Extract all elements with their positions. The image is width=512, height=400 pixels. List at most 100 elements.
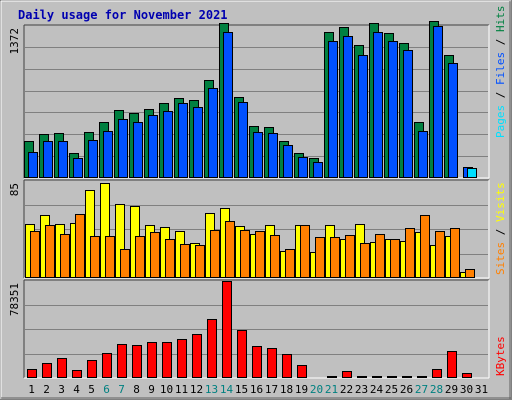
x-tick-label: 13 bbox=[205, 383, 218, 396]
bar-files-9 bbox=[148, 115, 158, 178]
x-tick-label: 17 bbox=[265, 383, 278, 396]
panel-kbytes: 78351 bbox=[8, 279, 490, 379]
bar-files-19 bbox=[298, 157, 308, 178]
x-tick-label: 5 bbox=[88, 383, 95, 396]
legend-visits-sites: Sites / Visits bbox=[494, 182, 507, 275]
x-tick-label: 27 bbox=[415, 383, 428, 396]
panel-visits-sites: 85 bbox=[8, 179, 490, 279]
bar-files-6 bbox=[103, 131, 113, 178]
x-tick-label: 23 bbox=[355, 383, 368, 396]
legend-item-kbytes: KBytes bbox=[494, 336, 507, 376]
bar-kbytes-2 bbox=[42, 363, 52, 378]
bar-sites-9 bbox=[150, 232, 160, 278]
bar-sites-26 bbox=[405, 228, 415, 278]
y-max-label: 78351 bbox=[8, 283, 21, 316]
bar-kbytes-5 bbox=[87, 360, 97, 378]
bar-kbytes-13 bbox=[207, 319, 217, 378]
bar-sites-6 bbox=[105, 236, 115, 278]
legend-separator: / bbox=[494, 85, 507, 105]
bar-sites-22 bbox=[345, 235, 355, 278]
x-tick-label: 20 bbox=[310, 383, 323, 396]
x-tick-label: 30 bbox=[460, 383, 473, 396]
x-tick-label: 7 bbox=[118, 383, 125, 396]
bar-sites-19 bbox=[300, 225, 310, 278]
panels: 1372 85 78351 bbox=[8, 21, 490, 379]
legend-separator: / bbox=[494, 32, 507, 52]
bar-kbytes-21 bbox=[327, 376, 337, 378]
x-tick-label: 18 bbox=[280, 383, 293, 396]
bar-sites-2 bbox=[45, 225, 55, 278]
bar-sites-21 bbox=[330, 237, 340, 278]
bar-files-11 bbox=[178, 103, 188, 178]
bar-sites-20 bbox=[315, 237, 325, 278]
bar-files-2 bbox=[43, 141, 53, 178]
x-tick-label: 4 bbox=[73, 383, 80, 396]
bar-files-13 bbox=[208, 88, 218, 178]
bar-kbytes-22 bbox=[342, 371, 352, 378]
bar-kbytes-6 bbox=[102, 353, 112, 378]
bar-files-21 bbox=[328, 41, 338, 178]
x-axis-labels: 1 2 3 4 5 6 7 8 9 10 11 12 13 14 15 16 17 18 19 20 21 22 23 24 2… bbox=[28, 383, 488, 396]
legend-hits-files-pages: Pages / Files / Hits bbox=[494, 6, 507, 139]
legend-item-files: Files bbox=[494, 52, 507, 85]
bar-files-16 bbox=[253, 132, 263, 178]
bar-sites-30 bbox=[465, 269, 475, 278]
bar-sites-17 bbox=[270, 235, 280, 278]
x-tick-label: 11 bbox=[175, 383, 188, 396]
bar-kbytes-11 bbox=[177, 339, 187, 378]
x-tick-label: 29 bbox=[445, 383, 458, 396]
bar-sites-7 bbox=[120, 249, 130, 278]
bar-kbytes-9 bbox=[147, 342, 157, 378]
bar-files-27 bbox=[418, 131, 428, 178]
x-tick-label: 8 bbox=[133, 383, 140, 396]
bar-files-4 bbox=[73, 158, 83, 178]
bar-files-5 bbox=[88, 140, 98, 178]
bar-sites-16 bbox=[255, 231, 265, 278]
x-tick-label: 10 bbox=[160, 383, 173, 396]
bar-kbytes-12 bbox=[192, 334, 202, 378]
bar-sites-1 bbox=[30, 231, 40, 278]
legend-item-sites: Sites bbox=[494, 242, 507, 275]
bar-sites-25 bbox=[390, 239, 400, 278]
bar-files-8 bbox=[133, 122, 143, 178]
chart-title: Daily usage for November 2021 bbox=[18, 8, 228, 22]
bar-kbytes-29 bbox=[447, 351, 457, 378]
bar-files-17 bbox=[268, 133, 278, 178]
bar-files-23 bbox=[358, 55, 368, 178]
bar-kbytes-15 bbox=[237, 330, 247, 378]
x-tick-label: 28 bbox=[430, 383, 443, 396]
bar-files-7 bbox=[118, 119, 128, 178]
bar-files-29 bbox=[448, 63, 458, 178]
bar-files-10 bbox=[163, 111, 173, 178]
bar-files-22 bbox=[343, 36, 353, 178]
x-tick-label: 21 bbox=[325, 383, 338, 396]
y-max-label: 1372 bbox=[8, 28, 21, 55]
bar-kbytes-18 bbox=[282, 354, 292, 378]
x-tick-label: 31 bbox=[475, 383, 488, 396]
bar-kbytes-28 bbox=[432, 369, 442, 378]
bar-files-28 bbox=[433, 26, 443, 178]
bar-sites-5 bbox=[90, 236, 100, 278]
bar-sites-14 bbox=[225, 221, 235, 278]
bar-kbytes-26 bbox=[402, 376, 412, 378]
bar-sites-3 bbox=[60, 234, 70, 278]
panel-hits-files-pages: 1372 bbox=[8, 21, 490, 179]
x-tick-label: 9 bbox=[148, 383, 155, 396]
bar-kbytes-25 bbox=[387, 376, 397, 378]
bar-pages-30 bbox=[467, 168, 477, 178]
x-tick-label: 16 bbox=[250, 383, 263, 396]
legend-labels: Pages / Files / Hits Sites / Visits KBytes bbox=[494, 6, 507, 377]
legend-item-visits: Visits bbox=[494, 182, 507, 222]
x-tick-label: 6 bbox=[103, 383, 110, 396]
bar-sites-24 bbox=[375, 234, 385, 278]
bar-files-26 bbox=[403, 50, 413, 178]
bar-kbytes-27 bbox=[417, 376, 427, 378]
bar-files-3 bbox=[58, 141, 68, 178]
bar-files-25 bbox=[388, 41, 398, 178]
bar-kbytes-30 bbox=[462, 373, 472, 378]
bar-kbytes-8 bbox=[132, 345, 142, 378]
bar-kbytes-17 bbox=[267, 348, 277, 378]
bar-sites-27 bbox=[420, 215, 430, 278]
legend-item-pages: Pages bbox=[494, 105, 507, 138]
